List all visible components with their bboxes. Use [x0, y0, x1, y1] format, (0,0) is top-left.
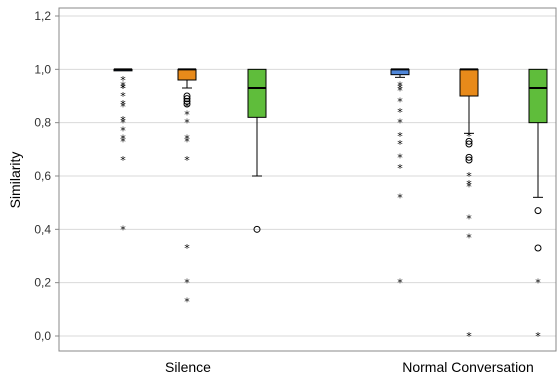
y-tick-label: 0,8: [34, 116, 51, 130]
extreme-point: *: [466, 231, 472, 244]
extreme-point: *: [466, 213, 472, 226]
outlier-point: [465, 153, 473, 161]
extreme-point: *: [184, 154, 190, 167]
box-silence-0: [113, 68, 133, 72]
x-category-label: Silence: [165, 359, 211, 375]
outlier-point: [183, 97, 191, 105]
outlier-point: [534, 244, 542, 252]
extreme-point: *: [184, 242, 190, 255]
extreme-point: *: [466, 170, 472, 183]
extreme-point: *: [120, 82, 126, 95]
y-tick-label: 0,6: [34, 169, 51, 183]
extreme-point: *: [397, 191, 403, 204]
outlier-point: [465, 137, 473, 145]
extreme-point: *: [397, 95, 403, 108]
extreme-point: *: [397, 151, 403, 164]
extreme-point: *: [535, 330, 541, 343]
extreme-point: *: [120, 82, 126, 95]
box-body: [459, 68, 479, 97]
y-axis-ticks: 0,0 0,2 0,4 0,6 0,8 1,0 1,2: [34, 9, 59, 343]
box-normal-conversation-2: [528, 68, 548, 198]
extreme-point: *: [120, 74, 126, 87]
extreme-point: *: [120, 135, 126, 148]
y-tick-label: 0,0: [34, 329, 51, 343]
extreme-point: *: [120, 79, 126, 92]
outlier-point: [253, 225, 261, 233]
outlier-points: ****************************************…: [120, 74, 542, 343]
extreme-point: *: [466, 178, 472, 191]
extreme-point: *: [397, 82, 403, 95]
outlier-point: [534, 207, 542, 215]
extreme-point: *: [184, 277, 190, 290]
extreme-point: *: [184, 135, 190, 148]
box-body: [528, 68, 548, 124]
extreme-point: *: [120, 101, 126, 114]
box-body: [177, 68, 197, 81]
extreme-point: *: [184, 117, 190, 130]
box-normal-conversation-0: [390, 68, 410, 78]
extreme-point: *: [120, 98, 126, 111]
outlier-point: [465, 156, 473, 164]
y-axis-title: Similarity: [7, 152, 23, 209]
extreme-point: *: [397, 130, 403, 143]
box-silence-2: [247, 68, 267, 177]
extreme-point: *: [397, 277, 403, 290]
y-tick-label: 1,0: [34, 62, 51, 76]
extreme-point: *: [184, 295, 190, 308]
extreme-point: *: [120, 223, 126, 236]
extreme-point: *: [120, 125, 126, 138]
extreme-point: *: [466, 181, 472, 194]
box-body: [247, 68, 267, 118]
box-series: [113, 68, 548, 198]
y-tick-label: 0,4: [34, 222, 51, 236]
extreme-point: *: [120, 133, 126, 146]
extreme-point: *: [397, 162, 403, 175]
extreme-point: *: [120, 90, 126, 103]
extreme-point: *: [397, 117, 403, 130]
extreme-point: *: [184, 101, 190, 114]
box-silence-1: [177, 68, 197, 89]
x-category-label: Normal Conversation: [402, 359, 534, 375]
extreme-point: *: [466, 330, 472, 343]
extreme-point: *: [397, 79, 403, 92]
extreme-point: *: [397, 85, 403, 98]
box-normal-conversation-1: [459, 68, 479, 134]
plot-frame: [58, 7, 557, 352]
x-axis-categories: Silence Normal Conversation: [165, 359, 534, 375]
y-tick-label: 1,2: [34, 9, 51, 23]
extreme-point: *: [397, 138, 403, 151]
y-tick-label: 0,2: [34, 276, 51, 290]
outlier-point: [183, 95, 191, 103]
extreme-point: *: [120, 114, 126, 127]
outlier-point: [183, 100, 191, 108]
extreme-point: *: [184, 109, 190, 122]
extreme-point: *: [120, 117, 126, 130]
outlier-point: [465, 140, 473, 148]
extreme-point: *: [397, 106, 403, 119]
extreme-point: *: [184, 133, 190, 146]
extreme-point: *: [120, 154, 126, 167]
extreme-point: *: [535, 277, 541, 290]
outlier-point: [183, 92, 191, 100]
grid-lines: [59, 15, 556, 337]
extreme-point: *: [466, 130, 472, 143]
